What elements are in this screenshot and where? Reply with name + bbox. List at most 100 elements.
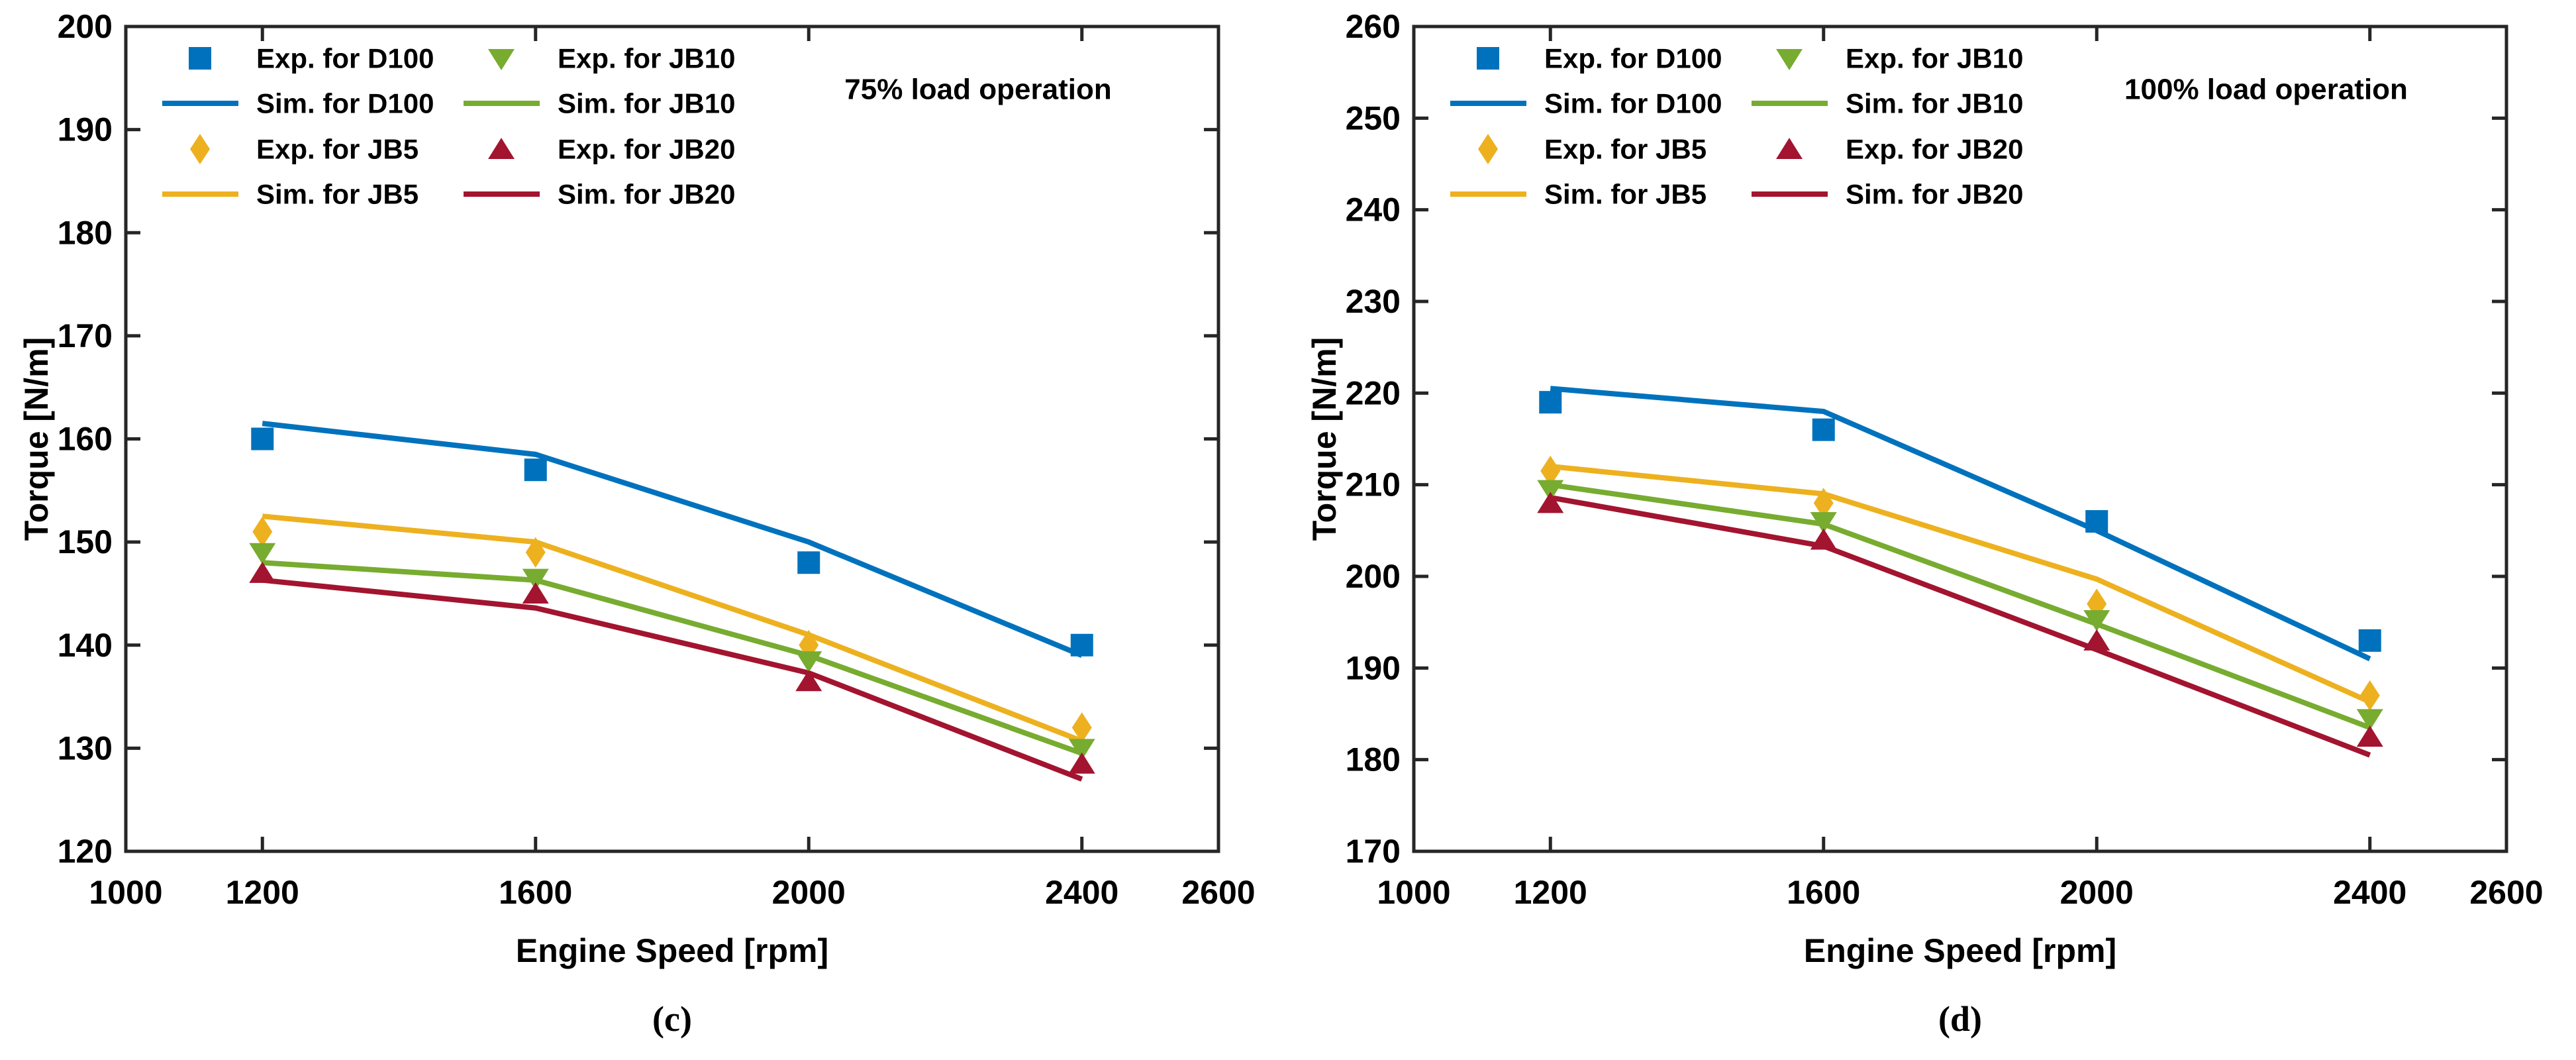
legend-label: Sim. for JB5 — [1544, 179, 1707, 210]
exp-marker-D100 — [251, 427, 274, 450]
y-tick-label: 170 — [58, 317, 113, 354]
plot-title: 100% load operation — [2124, 74, 2408, 106]
x-tick-label: 2400 — [1045, 874, 1118, 911]
legend-label: Exp. for JB5 — [256, 134, 419, 165]
panel-caption: (c) — [652, 999, 692, 1039]
x-tick-label: 2000 — [2060, 874, 2134, 911]
chart-panel-d: 170 180 190 200 210 220 230 240 250 260 1000 1200 16… — [1288, 0, 2576, 1057]
legend-label: Exp. for D100 — [1544, 43, 1722, 74]
legend-label: Exp. for JB5 — [1544, 134, 1707, 165]
exp-marker-JB5 — [1540, 455, 1561, 486]
legend-marker-triangle-down — [1776, 49, 1803, 70]
sim-line-JB20 — [262, 577, 1083, 782]
y-tick-label: 190 — [58, 111, 113, 148]
x-tick-label: 1000 — [1377, 874, 1450, 911]
exp-marker-D100 — [797, 551, 820, 574]
x-axis-title: Engine Speed [rpm] — [516, 932, 828, 969]
sim-line-JB5 — [262, 513, 1083, 744]
y-tick-label: 260 — [1346, 8, 1401, 45]
y-tick-label: 180 — [58, 214, 113, 251]
legend-label: Sim. for JB5 — [256, 179, 419, 210]
y-tick-label: 130 — [58, 729, 113, 767]
exp-marker-JB5 — [525, 537, 546, 568]
legend: Exp. for D100 Sim. for D100 Exp. for JB5 Si… — [1450, 43, 2023, 210]
exp-marker-D100 — [1812, 418, 1835, 441]
x-tick-label: 2000 — [772, 874, 846, 911]
legend-label: Sim. for D100 — [1544, 88, 1722, 119]
y-tick-label: 190 — [1346, 649, 1401, 686]
exp-marker-JB10 — [2083, 610, 2110, 632]
exp-marker-JB20 — [2356, 725, 2383, 747]
series-group — [249, 421, 1095, 782]
y-tick-label: 230 — [1346, 283, 1401, 320]
x-tick-label: 2600 — [1181, 874, 1255, 911]
plot-title: 75% load operation — [844, 74, 1111, 106]
exp-marker-JB10 — [249, 543, 276, 564]
legend-marker-square — [1477, 47, 1499, 70]
y-tick-label: 160 — [58, 421, 113, 458]
legend-marker-triangle-up — [1776, 138, 1803, 159]
y-tick-label: 170 — [1346, 833, 1401, 870]
x-axis-title: Engine Speed [rpm] — [1804, 932, 2116, 969]
sim-line-D100 — [1550, 386, 2371, 662]
x-tick-label: 1200 — [1514, 874, 1587, 911]
sim-line-JB5 — [1550, 464, 2371, 705]
legend-label: Sim. for D100 — [256, 88, 434, 119]
sim-line-D100 — [262, 421, 1083, 659]
y-tick-label: 240 — [1346, 191, 1401, 229]
y-axis-title: Torque [N/m] — [18, 337, 55, 541]
legend-label: Sim. for JB20 — [558, 179, 735, 210]
exp-marker-JB20 — [1068, 752, 1095, 774]
exp-marker-JB20 — [795, 670, 822, 692]
sim-line-JB20 — [1550, 495, 2371, 758]
legend-marker-diamond — [1478, 134, 1498, 164]
exp-marker-D100 — [2358, 629, 2381, 652]
legend: Exp. for D100 Sim. for D100 Exp. for JB5 Si… — [162, 43, 735, 210]
y-tick-label: 120 — [58, 833, 113, 870]
legend-label: Sim. for JB10 — [558, 88, 735, 119]
legend-label: Exp. for JB20 — [1846, 134, 2023, 165]
y-tick-label: 210 — [1346, 466, 1401, 504]
y-tick-label: 200 — [1346, 558, 1401, 595]
legend-label: Exp. for D100 — [256, 43, 434, 74]
sim-line-JB10 — [1550, 482, 2371, 730]
x-tick-label: 1600 — [1787, 874, 1860, 911]
exp-marker-D100 — [524, 458, 547, 482]
exp-marker-JB5 — [252, 516, 273, 547]
legend-label: Exp. for JB20 — [558, 134, 735, 165]
x-tick-label: 1000 — [89, 874, 162, 911]
y-tick-label: 200 — [58, 8, 113, 45]
chart-d: 170 180 190 200 210 220 230 240 250 260 1000 1200 16… — [1306, 8, 2544, 1039]
x-tick-label: 1200 — [226, 874, 299, 911]
legend-marker-triangle-down — [488, 49, 515, 70]
legend-marker-triangle-up — [488, 138, 515, 159]
legend-label: Exp. for JB10 — [558, 43, 735, 74]
exp-marker-JB5 — [1071, 712, 1092, 743]
x-tick-label: 2600 — [2469, 874, 2543, 911]
exp-marker-JB10 — [522, 568, 549, 590]
exp-marker-JB20 — [249, 561, 276, 583]
sim-line-JB10 — [262, 560, 1083, 756]
panel-caption: (d) — [1938, 999, 1982, 1039]
exp-marker-JB20 — [2083, 629, 2110, 651]
legend-label: Sim. for JB20 — [1846, 179, 2023, 210]
exp-marker-JB20 — [1810, 528, 1837, 550]
exp-marker-D100 — [1070, 633, 1093, 657]
x-tick-label: 2400 — [2333, 874, 2406, 911]
axes — [124, 25, 1220, 853]
exp-marker-JB10 — [1068, 739, 1095, 761]
series-group — [1537, 386, 2383, 758]
y-axis-title: Torque [N/m] — [1306, 337, 1343, 541]
exp-marker-JB5 — [1813, 488, 1834, 519]
exp-marker-D100 — [1539, 391, 1562, 414]
exp-marker-JB5 — [2359, 680, 2380, 711]
legend-marker-diamond — [190, 134, 210, 164]
exp-marker-D100 — [2085, 510, 2108, 533]
exp-marker-JB10 — [1537, 480, 1564, 502]
y-tick-label: 180 — [1346, 741, 1401, 778]
exp-marker-JB10 — [2356, 709, 2383, 731]
y-tick-label: 250 — [1346, 99, 1401, 136]
y-tick-label: 220 — [1346, 374, 1401, 411]
exp-marker-JB20 — [1537, 492, 1564, 513]
